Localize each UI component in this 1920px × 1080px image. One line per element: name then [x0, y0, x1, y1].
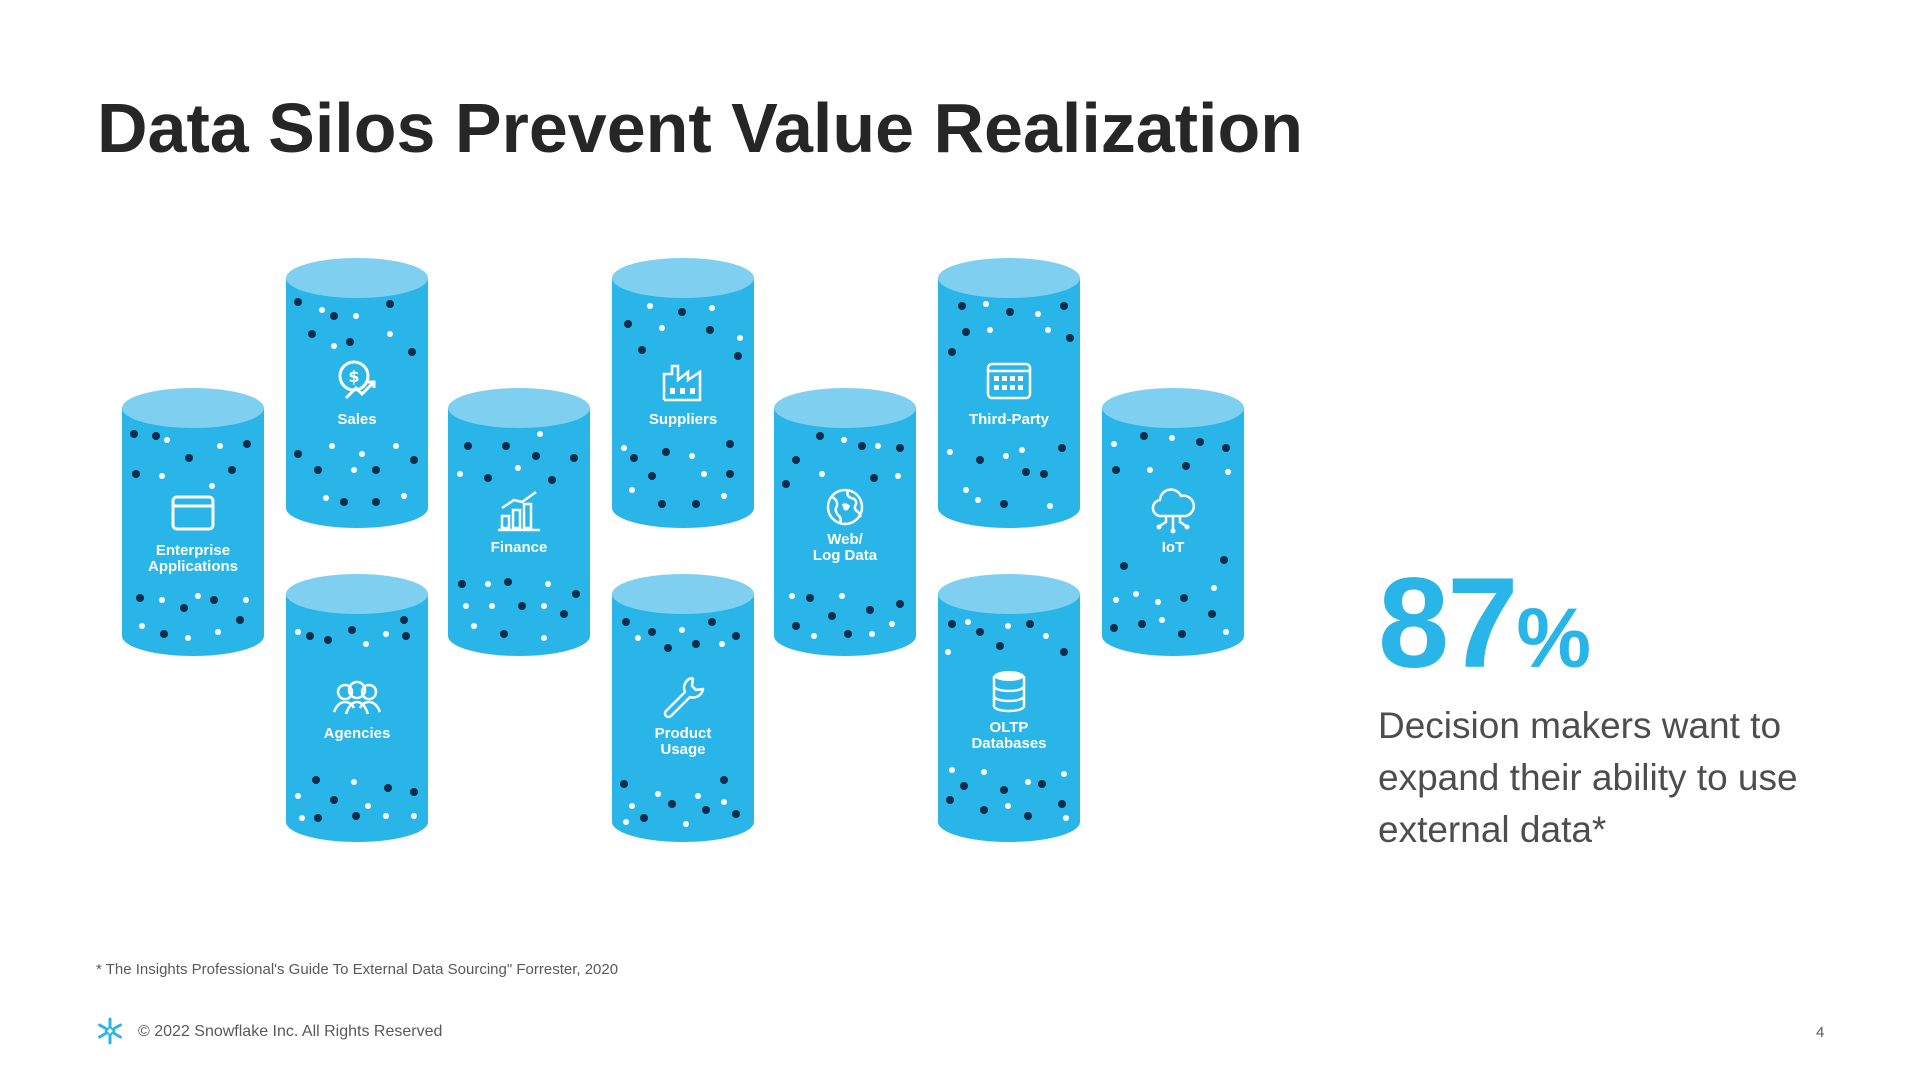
svg-text:$: $	[348, 367, 359, 386]
footnote: * The Insights Professional's Guide To E…	[96, 961, 619, 978]
silo-finance: Finance	[448, 388, 590, 656]
silo-label: Third-Party	[968, 411, 1049, 428]
silo-web-log-data: Web/ Log Data	[774, 388, 916, 656]
people-group-icon	[332, 680, 382, 715]
database-icon	[992, 671, 1026, 713]
silo-label: OLTP Databases	[971, 719, 1047, 752]
factory-icon	[662, 364, 702, 402]
silo-oltp-databases: OLTP Databases	[938, 574, 1080, 842]
globe-icon	[826, 488, 864, 526]
cylinder-shape	[286, 574, 428, 842]
cylinder-shape	[938, 258, 1080, 528]
silo-label: Product Usage	[654, 725, 712, 758]
silo-suppliers: Suppliers	[612, 258, 754, 528]
cloud-network-icon	[1151, 488, 1195, 534]
app-window-icon	[171, 495, 215, 531]
silo-enterprise-applications: Enterprise Applications	[122, 388, 264, 656]
silo-label: Sales	[337, 411, 377, 428]
calendar-grid-icon	[986, 362, 1032, 400]
slide-title: Data Silos Prevent Value Realization	[97, 89, 1303, 167]
silo-agencies: Agencies	[286, 574, 428, 842]
copyright-text: © 2022 Snowflake Inc. All Rights Reserve…	[138, 1023, 443, 1040]
silo-iot: IoT	[1102, 388, 1244, 656]
stat-figure: 87%	[1378, 560, 1591, 688]
silo-label: Finance	[490, 539, 548, 556]
cylinder-shape	[448, 388, 590, 656]
silo-label: IoT	[1161, 539, 1185, 556]
snowflake-logo-icon	[98, 1017, 122, 1045]
stat-description: Decision makers want to expand their abi…	[1378, 705, 1798, 850]
dollar-magnifier-icon: $	[338, 360, 376, 400]
cylinder-shape	[286, 258, 428, 528]
stat-number: 87	[1378, 552, 1518, 695]
stat-percent-sign: %	[1516, 591, 1592, 685]
cylinder-shape	[612, 574, 754, 842]
silo-label: Suppliers	[648, 411, 718, 428]
cylinder-shape	[938, 574, 1080, 842]
silo-third-party: Third-Party	[938, 258, 1080, 528]
silo-sales: $ Sales	[286, 258, 428, 528]
silo-label: Web/ Log Data	[812, 531, 878, 564]
bar-chart-icon	[498, 490, 540, 532]
cylinder-shape	[122, 388, 264, 656]
cylinder-shape	[774, 388, 916, 656]
silo-product-usage: Product Usage	[612, 574, 754, 842]
page-number: 4	[1816, 1024, 1825, 1041]
silo-label: Agencies	[323, 725, 391, 742]
silo-label: Enterprise Applications	[147, 542, 238, 575]
wrench-icon	[663, 676, 705, 719]
cylinder-shape	[612, 258, 754, 528]
